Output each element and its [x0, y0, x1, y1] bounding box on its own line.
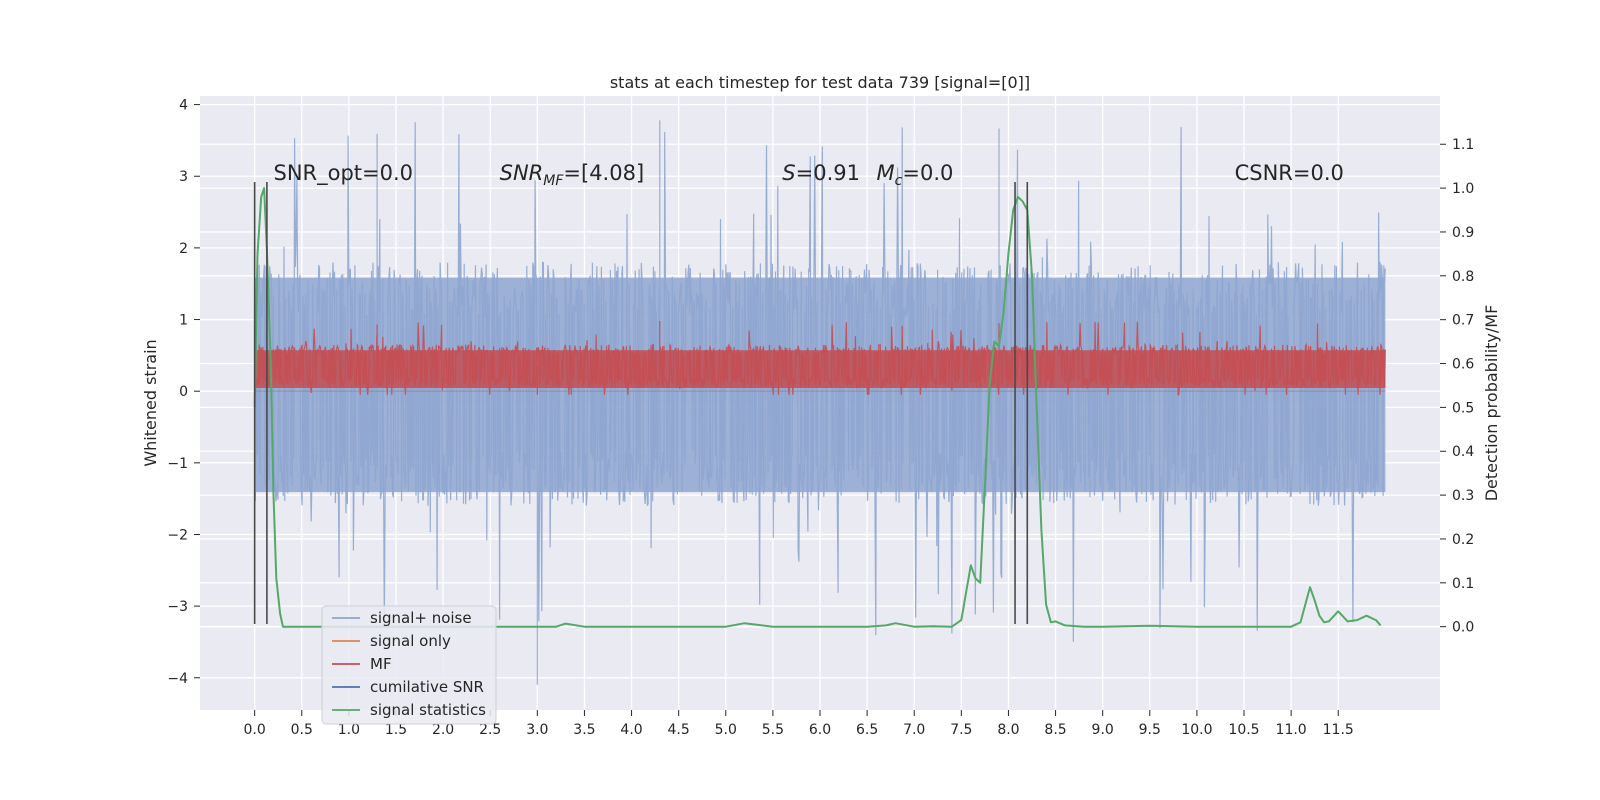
x-tick-label: 8.0 — [997, 722, 1019, 738]
y-right-tick-label: 0.8 — [1452, 269, 1474, 285]
x-tick-label: 2.0 — [432, 722, 454, 738]
legend: signal+ noise signal only MF cumilative SNR… — [321, 605, 497, 725]
legend-entry: MF — [370, 655, 392, 673]
y-right-tick-label: 0.9 — [1452, 225, 1474, 241]
y-right-tick-label: 0.7 — [1452, 313, 1474, 329]
legend-entry: signal+ noise — [370, 609, 472, 627]
y-left-tick-label: 0 — [179, 384, 188, 400]
x-tick-label: 4.0 — [620, 722, 642, 738]
series-signal-noise — [254, 120, 1386, 685]
annotation-text: SNR_opt=0.0 — [273, 161, 413, 186]
legend-entry: cumilative SNR — [370, 678, 484, 696]
annotation-text: CSNR=0.0 — [1235, 161, 1344, 185]
x-tick-label: 3.0 — [526, 722, 548, 738]
x-tick-label: 9.0 — [1092, 722, 1114, 738]
x-tick-label: 5.0 — [715, 722, 737, 738]
y-left-tick-label: −1 — [167, 456, 188, 472]
x-tick-label: 2.5 — [479, 722, 501, 738]
y-right-tick-label: 0.1 — [1452, 576, 1474, 592]
x-tick-label: 1.0 — [338, 722, 360, 738]
x-tick-label: 4.5 — [668, 722, 690, 738]
x-tick-label: 9.5 — [1139, 722, 1161, 738]
y-left-tick-label: 3 — [179, 169, 188, 185]
x-tick-label: 7.0 — [903, 722, 925, 738]
y-left-tick-label: −4 — [167, 671, 188, 687]
y-right-tick-label: 0.4 — [1452, 444, 1474, 460]
y-right-tick-label: 0.0 — [1452, 620, 1474, 636]
ticks: 0.0 0.5 1.0 1.5 2.0 2.5 3.0 3.5 4.0 4.5 5.0 5.5 6.0 6… — [167, 98, 1474, 738]
x-tick-label: 5.5 — [762, 722, 784, 738]
annotation-text: SNRMF=[4.08] — [500, 161, 645, 189]
y-axis-label-right: Detection probability/MF — [1482, 305, 1501, 502]
y-right-tick-label: 0.2 — [1452, 532, 1474, 548]
series-mf — [254, 321, 1386, 396]
series-layer — [253, 120, 1386, 685]
y-left-tick-label: 2 — [179, 241, 188, 257]
x-tick-label: 10.5 — [1228, 722, 1259, 738]
vertical-lines — [253, 181, 1029, 625]
annotation-text: S=0.91 — [782, 161, 860, 185]
annotation-text: Mc=0.0 — [877, 161, 954, 189]
x-tick-label: 11.0 — [1276, 722, 1307, 738]
x-tick-label: 6.0 — [809, 722, 831, 738]
legend-entry: signal only — [370, 632, 451, 650]
y-right-tick-label: 0.5 — [1452, 400, 1474, 416]
x-tick-label: 1.5 — [385, 722, 407, 738]
legend-box — [321, 605, 497, 725]
x-tick-label: 7.5 — [950, 722, 972, 738]
chart-title: stats at each timestep for test data 739… — [610, 73, 1030, 92]
y-left-tick-label: −3 — [167, 599, 188, 615]
x-tick-label: 0.0 — [244, 722, 266, 738]
legend-entry: signal statistics — [370, 701, 486, 719]
y-left-tick-label: 1 — [179, 313, 188, 329]
y-axis-label-left: Whitened strain — [141, 339, 160, 466]
x-tick-label: 8.5 — [1044, 722, 1066, 738]
x-tick-label: 3.5 — [573, 722, 595, 738]
x-tick-label: 0.5 — [291, 722, 313, 738]
x-tick-label: 10.0 — [1181, 722, 1212, 738]
y-right-tick-label: 0.6 — [1452, 357, 1474, 373]
x-tick-label: 11.5 — [1323, 722, 1354, 738]
y-right-tick-label: 1.1 — [1452, 137, 1474, 153]
y-right-tick-label: 0.3 — [1452, 488, 1474, 504]
y-left-tick-label: 4 — [179, 98, 188, 114]
y-right-tick-label: 1.0 — [1452, 181, 1474, 197]
y-left-tick-label: −2 — [167, 527, 188, 543]
x-tick-label: 6.5 — [856, 722, 878, 738]
annotations: SNR_opt=0.0 SNRMF=[4.08] S=0.91 Mc=0.0 CSNR=… — [273, 161, 1343, 189]
